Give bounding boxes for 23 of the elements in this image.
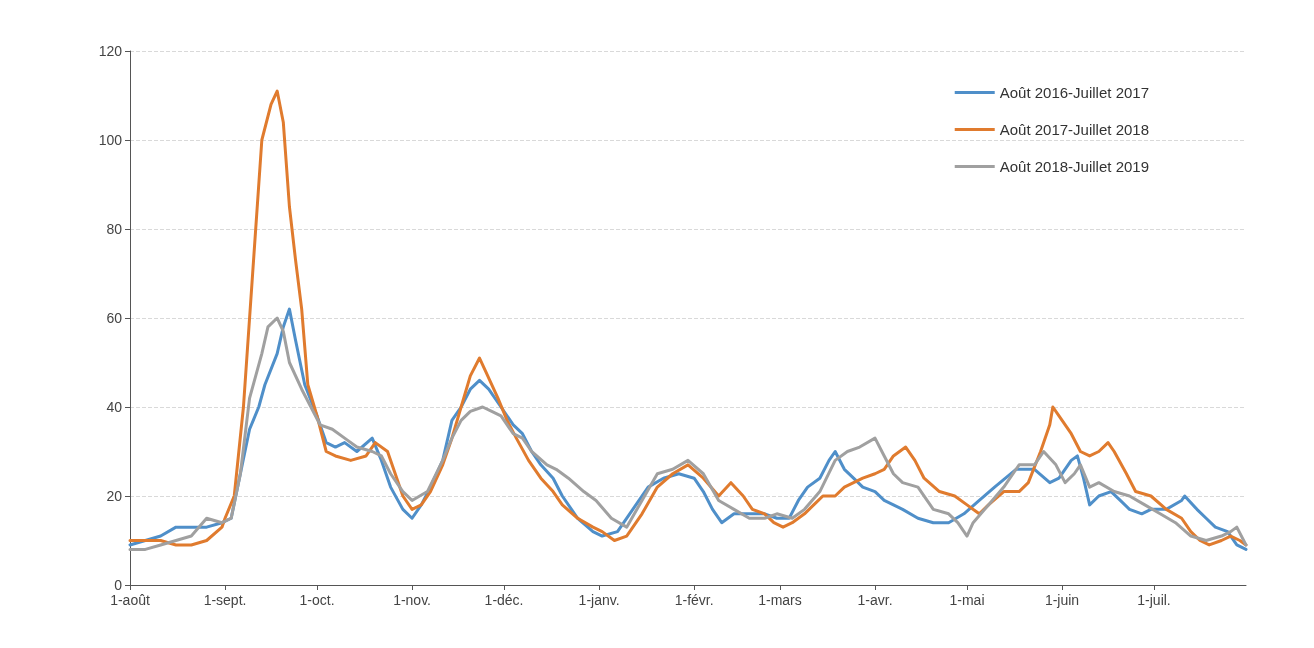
- x-tick-label: 1-sept.: [203, 592, 247, 608]
- x-tick-label: 1-mars: [758, 592, 802, 608]
- x-tick-label: 1-août: [110, 592, 150, 608]
- y-tick-label: 120: [98, 43, 123, 59]
- x-tick-label: 1-févr.: [674, 592, 714, 608]
- legend-label: Août 2017-Juillet 2018: [999, 121, 1150, 138]
- y-tick-label: 80: [106, 221, 123, 237]
- x-tick-label: 1-janv.: [578, 592, 620, 608]
- y-tick-label: 0: [114, 577, 123, 593]
- x-tick-label: 1-nov.: [393, 592, 431, 608]
- y-tick-label: 100: [98, 132, 123, 148]
- x-tick-label: 1-juin: [1044, 592, 1080, 608]
- legend-label: Août 2018-Juillet 2019: [999, 158, 1150, 175]
- line-series: [128, 89, 1248, 547]
- y-tick-label: 40: [106, 399, 123, 415]
- x-tick-label: 1-déc.: [484, 592, 524, 608]
- y-tick-label: 20: [106, 488, 123, 504]
- x-tick-label: 1-juil.: [1137, 592, 1171, 608]
- x-tick-label: 1-mai: [949, 592, 985, 608]
- legend-label: Août 2016-Juillet 2017: [999, 84, 1150, 101]
- y-tick-label: 60: [106, 310, 123, 326]
- x-tick-label: 1-avr.: [857, 592, 893, 608]
- x-tick-label: 1-oct.: [299, 592, 335, 608]
